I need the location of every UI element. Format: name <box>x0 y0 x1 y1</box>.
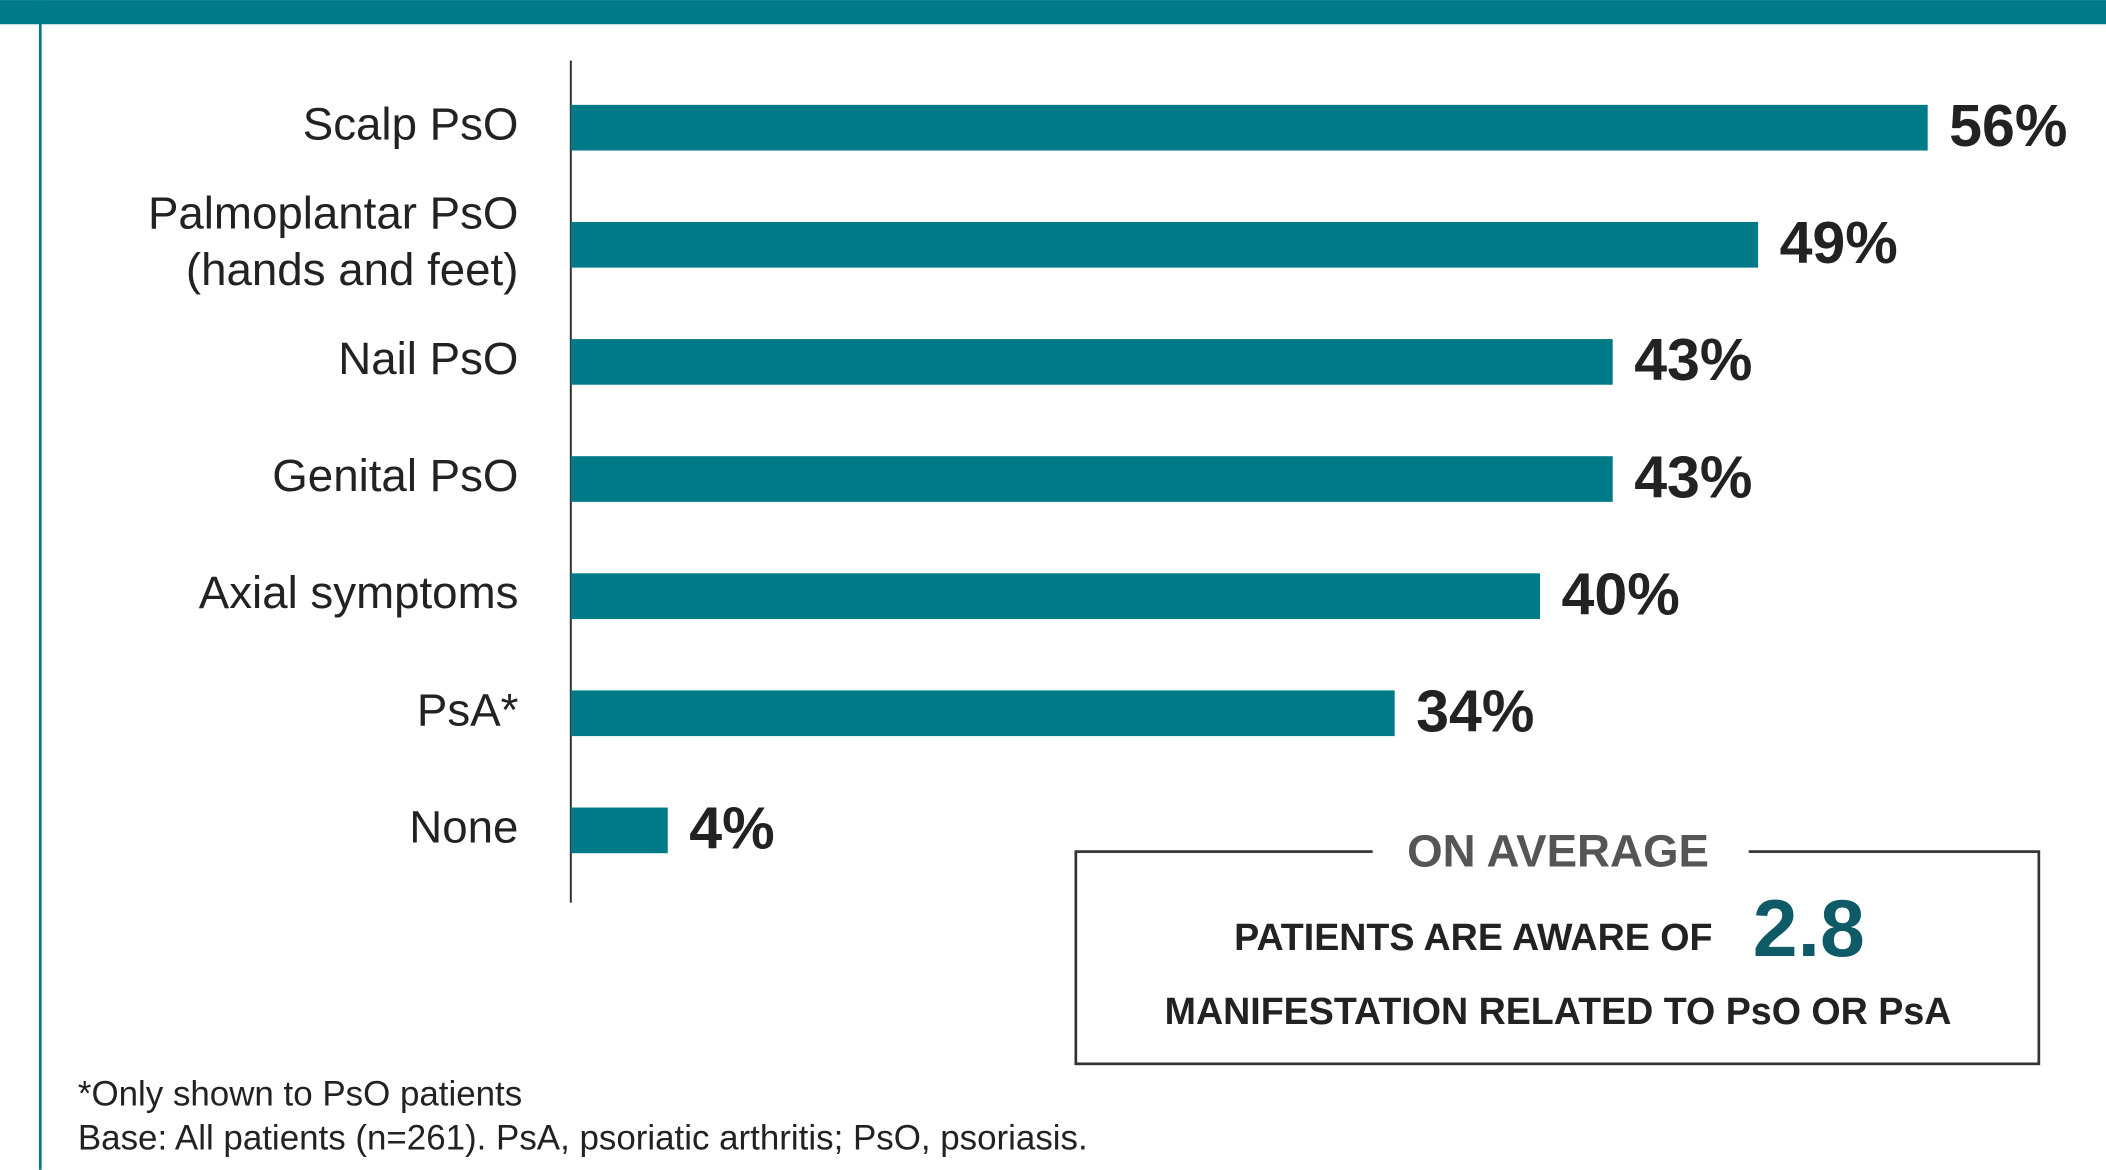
value-label: 56% <box>1949 93 2067 159</box>
bar <box>570 807 668 854</box>
value-label: 4% <box>689 796 774 862</box>
bar <box>570 221 1759 268</box>
value-label: 49% <box>1780 210 1898 276</box>
annotation-line: PATIENTS ARE AWARE OF <box>1234 916 1712 958</box>
value-label: 43% <box>1634 444 1752 510</box>
bar <box>570 573 1541 619</box>
top-banner <box>0 0 2106 25</box>
bar <box>570 339 1613 385</box>
category-label: Nail PsO <box>338 333 518 384</box>
annotation-heading: ON AVERAGE <box>1407 825 1709 876</box>
bar <box>570 690 1395 737</box>
category-label: Palmoplantar PsO (hands and feet) <box>148 188 519 295</box>
annotation-heading-bg <box>1372 826 1749 880</box>
category-label: Axial symptoms <box>199 567 519 618</box>
category-label: Scalp PsO <box>303 99 519 150</box>
bar <box>570 104 1928 151</box>
bar <box>570 456 1613 502</box>
value-label: 34% <box>1416 679 1534 745</box>
value-label: 40% <box>1562 561 1680 627</box>
value-label: 43% <box>1634 327 1752 393</box>
annotation-number: 2.8 <box>1753 884 1865 974</box>
annotation-line: MANIFESTATION RELATED TO PsO OR PsA <box>1165 990 1952 1032</box>
footnote: Base: All patients (n=261). PsA, psoriat… <box>78 1119 1088 1158</box>
category-label: PsA* <box>417 684 519 735</box>
footnote: *Only shown to PsO patients <box>78 1074 522 1113</box>
category-label: Genital PsO <box>272 450 518 501</box>
category-label: None <box>409 801 518 852</box>
